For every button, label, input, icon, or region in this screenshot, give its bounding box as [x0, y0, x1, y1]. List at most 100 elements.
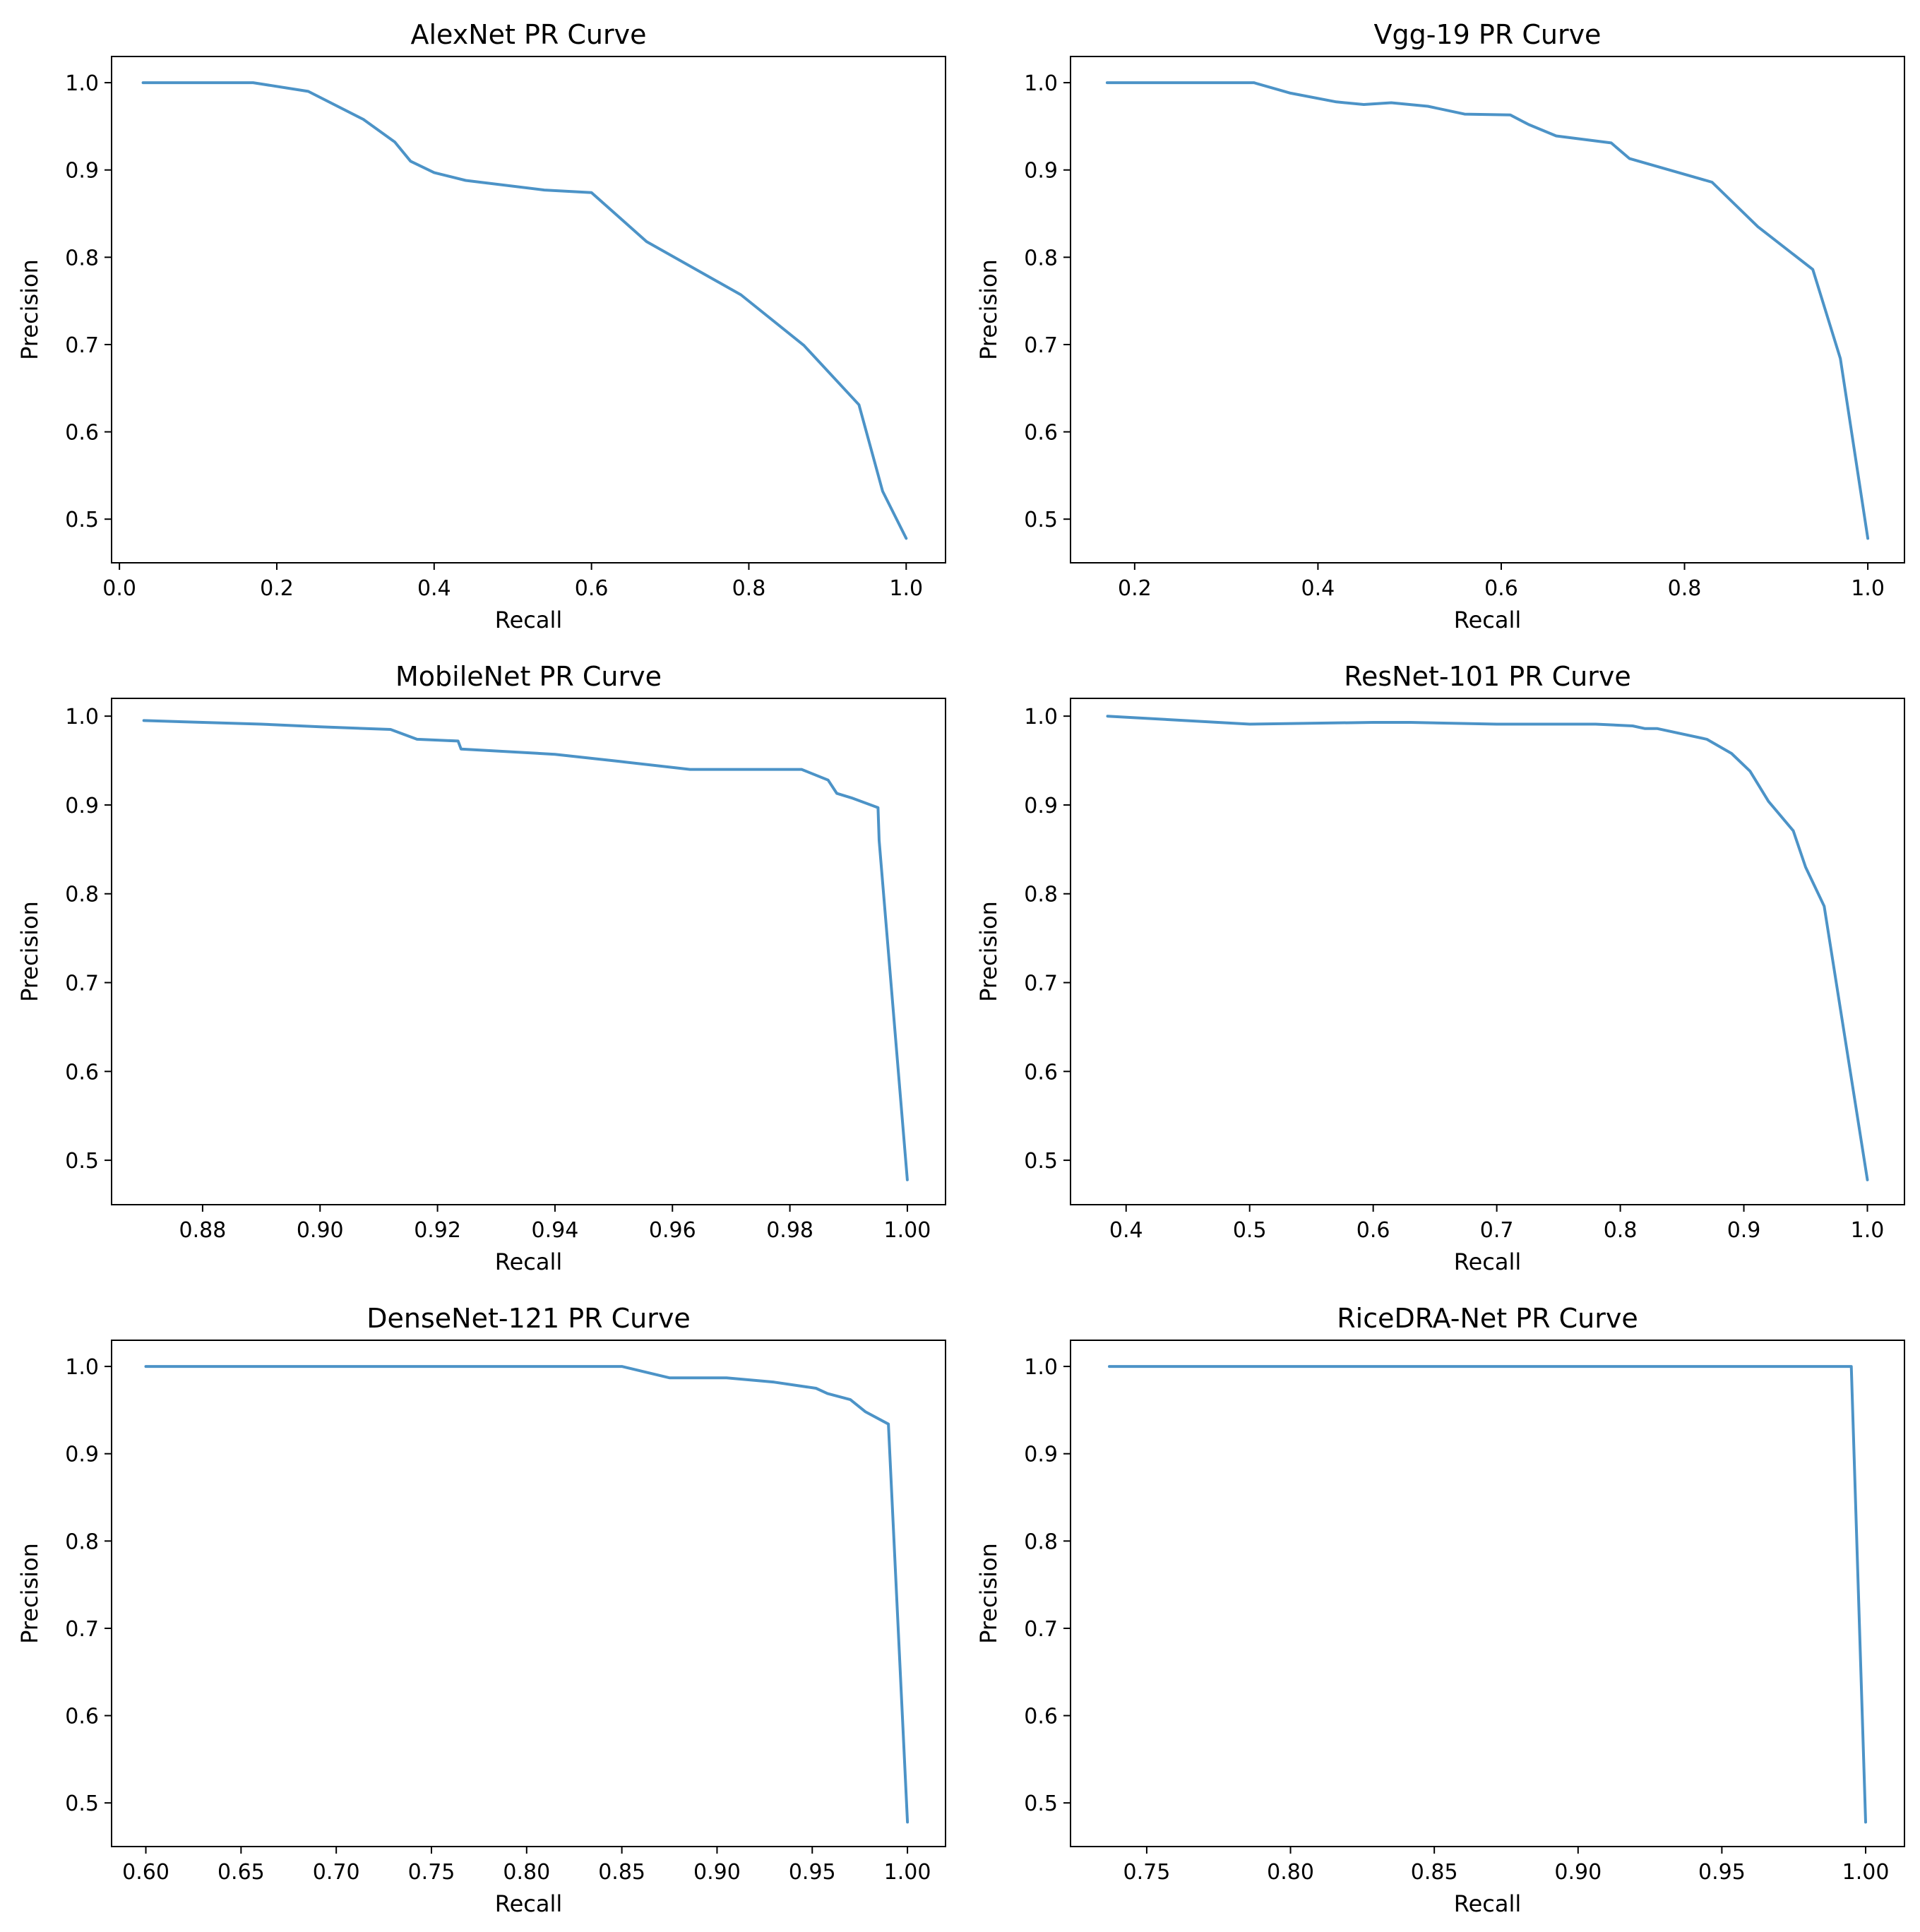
y-axis-label: Precision: [16, 1543, 43, 1644]
x-axis-label: Recall: [495, 607, 562, 633]
y-tick-label: 1.0: [1024, 705, 1058, 729]
x-axis-label: Recall: [1454, 1248, 1521, 1275]
x-tick-label: 0.9: [1727, 1218, 1761, 1243]
y-tick-label: 1.0: [65, 71, 99, 96]
x-tick-label: 1.00: [884, 1218, 931, 1243]
x-tick-label: 0.8: [1604, 1218, 1638, 1243]
y-tick-label: 0.8: [1024, 883, 1058, 907]
y-tick-label: 0.9: [1024, 794, 1058, 818]
y-tick-label: 0.9: [1024, 1443, 1058, 1467]
plot-frame: [1070, 698, 1905, 1205]
y-tick-label: 0.7: [65, 333, 99, 358]
x-tick-label: 0.2: [260, 576, 294, 601]
chart-panel-2: Vgg-19 PR Curve 0.2 0.4 0.6 0.8 1.0 0.5 0.6 0.7 0…: [975, 19, 1905, 633]
x-tick-label: 0.92: [414, 1218, 461, 1243]
pr-curve-line: [1108, 1365, 1867, 1824]
y-tick-label: 0.8: [1024, 246, 1058, 270]
chart-panel-4: ResNet-101 PR Curve 0.4 0.5 0.6 0.7 0.8 0.9 1.0…: [975, 661, 1905, 1275]
x-tick-label: 0.7: [1480, 1218, 1514, 1243]
y-tick-label: 0.6: [65, 1060, 99, 1085]
chart-title: RiceDRA-Net PR Curve: [1337, 1303, 1638, 1334]
x-axis-label: Recall: [1454, 1890, 1521, 1917]
x-tick-label: 0.4: [417, 576, 451, 601]
x-tick-label: 0.80: [1267, 1860, 1314, 1885]
chart-title: DenseNet-121 PR Curve: [366, 1303, 690, 1334]
x-tick-label: 0.98: [766, 1218, 813, 1243]
x-tick-label: 0.6: [1484, 576, 1518, 601]
x-axis-label: Recall: [495, 1248, 562, 1275]
x-tick-label: 0.75: [408, 1860, 455, 1885]
x-tick-label: 0.2: [1118, 576, 1152, 601]
pr-curve-line: [1105, 81, 1870, 540]
x-tick-label: 0.85: [1411, 1860, 1458, 1885]
x-tick-label: 0.6: [575, 576, 609, 601]
y-axis-label: Precision: [16, 901, 43, 1002]
chart-title: AlexNet PR Curve: [410, 19, 646, 50]
y-tick-label: 0.5: [1024, 1149, 1058, 1174]
y-tick-label: 0.5: [65, 508, 99, 532]
chart-title: Vgg-19 PR Curve: [1374, 19, 1602, 50]
x-tick-label: 0.94: [532, 1218, 579, 1243]
y-tick-label: 0.7: [1024, 333, 1058, 358]
y-tick-label: 0.5: [65, 1791, 99, 1816]
x-tick-label: 0.88: [179, 1218, 227, 1243]
y-tick-label: 0.8: [65, 246, 99, 270]
y-tick-label: 0.6: [1024, 1060, 1058, 1085]
x-tick-label: 0.0: [102, 576, 136, 601]
y-tick-label: 0.7: [1024, 972, 1058, 996]
x-tick-label: 1.00: [884, 1860, 931, 1885]
y-tick-label: 0.5: [65, 1149, 99, 1174]
x-tick-label: 0.90: [1554, 1860, 1602, 1885]
y-tick-label: 1.0: [1024, 71, 1058, 96]
plot-frame: [1070, 56, 1905, 564]
x-tick-label: 0.75: [1123, 1860, 1171, 1885]
x-axis-label: Recall: [1454, 607, 1521, 633]
x-tick-label: 0.95: [1698, 1860, 1746, 1885]
y-tick-label: 0.7: [1024, 1617, 1058, 1642]
x-tick-label: 1.00: [1842, 1860, 1890, 1885]
chart-title: ResNet-101 PR Curve: [1344, 661, 1630, 692]
pr-curve-line: [141, 81, 908, 540]
chart-panel-3: MobileNet PR Curve 0.88 0.90 0.92 0.94 0.96 0.…: [16, 661, 946, 1275]
x-tick-label: 0.90: [297, 1218, 344, 1243]
y-tick-label: 0.8: [65, 883, 99, 907]
plot-frame: [1070, 1340, 1905, 1847]
y-tick-label: 0.5: [1024, 508, 1058, 532]
x-tick-label: 0.70: [313, 1860, 360, 1885]
x-tick-label: 0.6: [1356, 1218, 1390, 1243]
y-tick-label: 1.0: [1024, 1355, 1058, 1380]
chart-panel-5: DenseNet-121 PR Curve 0.60 0.65 0.70 0.75 0.8…: [16, 1303, 946, 1917]
y-tick-label: 0.9: [65, 159, 99, 184]
y-tick-label: 0.6: [65, 421, 99, 446]
x-tick-label: 0.60: [122, 1860, 169, 1885]
x-tick-label: 0.8: [732, 576, 766, 601]
y-axis-label: Precision: [975, 259, 1002, 360]
pr-curve-line: [144, 1365, 910, 1824]
chart-panel-1: AlexNet PR Curve 0.0 0.2 0.4 0.6 0.8 1.0 0.5 0.6…: [16, 19, 946, 633]
x-tick-label: 0.85: [598, 1860, 645, 1885]
y-tick-label: 1.0: [65, 705, 99, 729]
y-axis-label: Precision: [975, 1543, 1002, 1644]
plot-frame: [111, 698, 946, 1205]
x-tick-label: 1.0: [1851, 1218, 1885, 1243]
x-tick-label: 0.4: [1109, 1218, 1143, 1243]
y-tick-label: 0.7: [65, 972, 99, 996]
x-tick-label: 1.0: [1851, 576, 1885, 601]
y-tick-label: 0.5: [1024, 1791, 1058, 1816]
y-tick-label: 0.6: [65, 1705, 99, 1729]
x-tick-label: 0.95: [789, 1860, 836, 1885]
y-tick-label: 1.0: [65, 1355, 99, 1380]
x-tick-label: 0.8: [1668, 576, 1702, 601]
plot-frame: [111, 56, 946, 564]
x-tick-label: 0.90: [693, 1860, 741, 1885]
y-tick-label: 0.6: [1024, 1705, 1058, 1729]
x-tick-label: 0.96: [649, 1218, 696, 1243]
y-tick-label: 0.7: [65, 1617, 99, 1642]
y-tick-label: 0.9: [1024, 159, 1058, 184]
y-tick-label: 0.8: [1024, 1530, 1058, 1554]
x-tick-label: 1.0: [889, 576, 923, 601]
x-tick-label: 0.65: [217, 1860, 265, 1885]
plot-frame: [111, 1340, 946, 1847]
x-axis-label: Recall: [495, 1890, 562, 1917]
x-tick-label: 0.80: [503, 1860, 550, 1885]
